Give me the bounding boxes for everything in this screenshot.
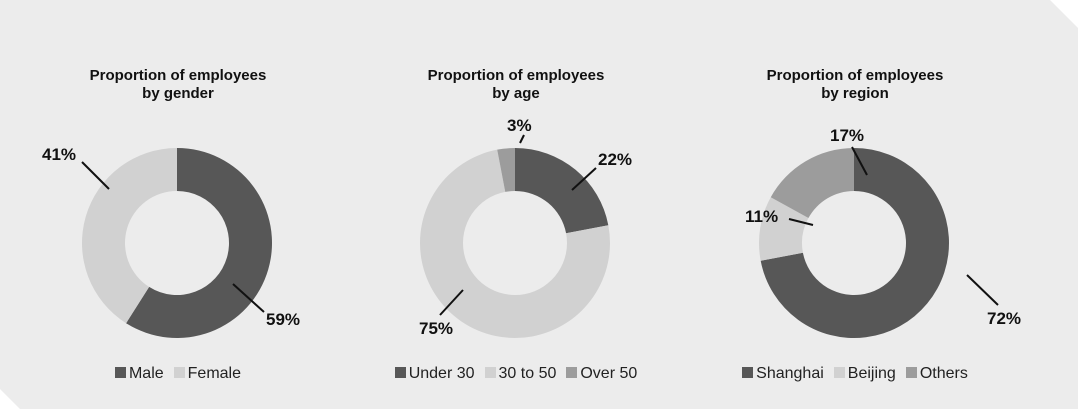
slice-30-to-50 — [420, 149, 610, 338]
region-chart: Proportion of employees by region 72% 11%… — [685, 0, 1025, 409]
chart-title: Proportion of employees by age — [346, 67, 686, 103]
leader-line — [81, 161, 110, 190]
data-label: 72% — [987, 309, 1021, 328]
slice-over-50 — [497, 148, 515, 192]
legend-label: Others — [919, 365, 968, 382]
donut-chart: 22% 75% 3% — [419, 116, 632, 338]
legend-swatch — [566, 367, 578, 378]
legend-item: Male — [114, 365, 164, 383]
slice-female — [81, 148, 177, 324]
data-label: 22% — [598, 150, 632, 169]
legend-label: 30 to 50 — [498, 365, 557, 382]
chart-title-line-1: Proportion of employees — [766, 67, 944, 84]
slice-male — [126, 148, 272, 338]
leader-line — [788, 218, 814, 226]
leader-line — [519, 134, 525, 144]
slice-others — [770, 148, 854, 218]
legend-label: Male — [128, 365, 164, 382]
donut-chart: 72% 11% 17% — [745, 126, 1021, 338]
leader-line — [439, 289, 464, 316]
data-label: 17% — [830, 126, 864, 145]
chart-title-line-2: by region — [821, 85, 889, 102]
legend-item: Shanghai — [742, 365, 824, 383]
legend-item: Female — [173, 365, 242, 383]
legend-label: Shanghai — [756, 365, 824, 382]
chart-title: Proportion of employees by region — [685, 67, 1025, 103]
leader-line — [232, 283, 265, 313]
chart-title-line-1: Proportion of employees — [427, 67, 605, 84]
legend-label: Female — [187, 365, 242, 382]
legend-swatch — [742, 367, 754, 378]
gender-chart: Proportion of employees by gender 59% 41%… — [8, 0, 348, 409]
data-label: 11% — [745, 207, 778, 226]
data-label: 59% — [266, 310, 300, 329]
slice-under-30 — [515, 148, 609, 234]
legend-label: Under 30 — [408, 365, 475, 382]
slice-beijing — [759, 197, 809, 261]
data-label: 3% — [507, 116, 532, 135]
chart-title: Proportion of employees by gender — [8, 67, 348, 103]
legend-label: Over 50 — [580, 365, 638, 382]
leader-line — [966, 274, 999, 306]
leader-line — [851, 146, 868, 176]
legend-item: Beijing — [833, 365, 896, 383]
data-label: 75% — [419, 319, 453, 338]
legend-item: Over 50 — [566, 365, 637, 383]
chart-legend: Under 30 30 to 50 Over 50 — [346, 365, 686, 383]
chart-legend: Male Female — [8, 365, 348, 383]
legend-item: 30 to 50 — [484, 365, 557, 383]
slice-shanghai — [760, 148, 949, 338]
age-chart: Proportion of employees by age 22% 75% 3% … — [346, 0, 686, 409]
chart-title-line-2: by gender — [142, 85, 214, 102]
legend-swatch — [484, 367, 496, 378]
legend-swatch — [173, 367, 185, 378]
legend-label: Beijing — [847, 365, 896, 382]
legend-item: Under 30 — [394, 365, 475, 383]
chart-title-line-2: by age — [492, 85, 540, 102]
legend-swatch — [114, 367, 126, 378]
legend-swatch — [394, 367, 406, 378]
legend-item: Others — [905, 365, 968, 383]
legend-swatch — [833, 367, 845, 378]
chart-title-line-1: Proportion of employees — [89, 67, 267, 84]
chart-legend: Shanghai Beijing Others — [685, 365, 1025, 383]
data-label: 41% — [42, 145, 76, 164]
legend-swatch — [905, 367, 917, 378]
donut-chart: 59% 41% — [42, 145, 300, 338]
leader-line — [571, 167, 597, 191]
